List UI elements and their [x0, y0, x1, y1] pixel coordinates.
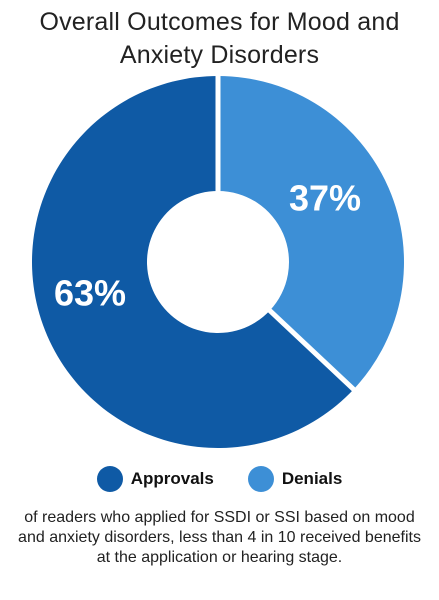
- slice-separator-2: [266, 307, 357, 393]
- chart-title: Overall Outcomes for Mood and Anxiety Di…: [0, 6, 439, 72]
- legend-label-denials: Denials: [281, 469, 343, 488]
- legend-swatch-denials: [247, 466, 274, 492]
- slice-approvals: [32, 76, 354, 448]
- chart-title-line-1: Overall Outcomes for Mood and: [39, 8, 400, 36]
- chart-legend: Approvals Denials: [0, 466, 439, 492]
- donut-chart: 63% 37%: [32, 74, 404, 448]
- chart-caption: of readers who applied for SSDI or SSI b…: [18, 509, 421, 566]
- legend-item-approvals: Approvals: [96, 466, 214, 492]
- chart-title-line-2: Anxiety Disorders: [119, 41, 320, 69]
- legend-label-approvals: Approvals: [130, 469, 214, 488]
- value-label-approvals: 63%: [54, 273, 126, 314]
- value-label-denials: 37%: [289, 178, 361, 219]
- legend-swatch-approvals: [96, 466, 123, 492]
- slice-denials: [218, 76, 404, 390]
- legend-item-denials: Denials: [247, 466, 343, 492]
